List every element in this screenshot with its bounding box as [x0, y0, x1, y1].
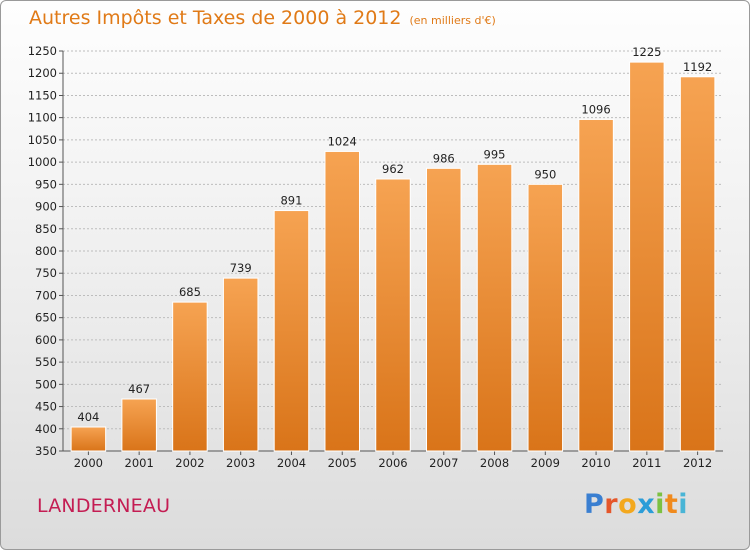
y-tick-label: 350 — [35, 444, 57, 458]
value-label-2000: 404 — [77, 410, 99, 424]
y-tick-label: 1200 — [28, 66, 57, 80]
axis-layer: 350 400 450 500 550 600 650 700 750 800 850 900 950 1… — [28, 44, 723, 470]
x-tick-label-2007: 2007 — [429, 456, 458, 470]
logo-letter-i: i — [655, 489, 665, 520]
bar-2003 — [222, 277, 259, 452]
value-label-2008: 995 — [484, 147, 506, 161]
value-label-2004: 891 — [280, 194, 302, 208]
chart-title: Autres Impôts et Taxes de 2000 à 2012 (en… — [29, 7, 496, 29]
bar-layer — [70, 61, 716, 452]
logo-letter-x: x — [637, 489, 656, 520]
value-label-2005: 1024 — [328, 134, 357, 148]
y-tick-label: 550 — [35, 355, 57, 369]
bar-2010 — [578, 118, 614, 452]
bar-2004 — [273, 210, 310, 452]
y-tick-label: 500 — [35, 377, 57, 391]
y-tick-label: 850 — [35, 222, 57, 236]
logo-letter-t: t — [664, 489, 679, 520]
value-label-2002: 685 — [179, 285, 201, 299]
x-tick-label-2008: 2008 — [480, 456, 509, 470]
chart-unit: (en milliers d'€) — [409, 14, 496, 27]
value-label-2007: 986 — [433, 151, 455, 165]
bar-2000 — [70, 426, 107, 452]
y-tick-label: 1050 — [28, 133, 57, 147]
chart-title-text: Autres Impôts et Taxes de 2000 à 2012 — [29, 7, 402, 29]
y-tick-label: 1000 — [28, 155, 57, 169]
x-tick-label-2012: 2012 — [683, 456, 712, 470]
x-tick-label-2010: 2010 — [581, 456, 610, 470]
value-label-2009: 950 — [534, 167, 556, 181]
value-label-2006: 962 — [382, 162, 404, 176]
bar-2008 — [476, 163, 513, 452]
bar-2001 — [121, 398, 157, 452]
bar-2005 — [324, 150, 360, 452]
y-tick-label: 900 — [35, 200, 57, 214]
bar-2009 — [527, 183, 564, 452]
y-tick-label: 1100 — [28, 111, 57, 125]
proxiti-logo[interactable]: Proxiti — [584, 489, 688, 520]
logo-letter-o: o — [618, 489, 638, 520]
y-tick-label: 400 — [35, 422, 57, 436]
x-tick-label-2002: 2002 — [175, 456, 204, 470]
logo-letter-r: r — [604, 489, 619, 520]
bar-2002 — [172, 301, 208, 452]
y-tick-label: 700 — [35, 288, 57, 302]
logo-letter-p: P — [584, 489, 605, 520]
x-tick-label-2011: 2011 — [632, 456, 661, 470]
y-tick-label: 450 — [35, 400, 57, 414]
x-tick-label-2003: 2003 — [226, 456, 255, 470]
y-tick-label: 1250 — [28, 44, 57, 58]
value-label-2003: 739 — [230, 261, 252, 275]
x-tick-label-2001: 2001 — [125, 456, 154, 470]
bar-2007 — [426, 167, 462, 452]
city-name: LANDERNEAU — [37, 495, 171, 517]
value-label-2012: 1192 — [683, 60, 712, 74]
y-tick-label: 800 — [35, 244, 57, 258]
x-tick-label-2004: 2004 — [277, 456, 306, 470]
y-tick-label: 750 — [35, 266, 57, 280]
x-tick-label-2000: 2000 — [74, 456, 103, 470]
bar-2011 — [629, 61, 665, 452]
label-layer: 404 467 685 739 891 1024 962 986 995 950 1096 1225 1… — [77, 45, 712, 424]
value-label-2011: 1225 — [632, 45, 661, 59]
y-tick-label: 950 — [35, 177, 57, 191]
value-label-2010: 1096 — [581, 102, 610, 116]
x-tick-label-2006: 2006 — [378, 456, 407, 470]
value-label-2001: 467 — [128, 382, 150, 396]
logo-letter-i2: i — [678, 489, 689, 520]
x-tick-label-2009: 2009 — [531, 456, 560, 470]
x-tick-label-2005: 2005 — [328, 456, 357, 470]
bar-2006 — [375, 178, 411, 452]
bar-2012 — [679, 76, 716, 452]
y-tick-label: 1150 — [28, 88, 57, 102]
y-tick-label: 600 — [35, 333, 57, 347]
y-tick-label: 650 — [35, 311, 57, 325]
